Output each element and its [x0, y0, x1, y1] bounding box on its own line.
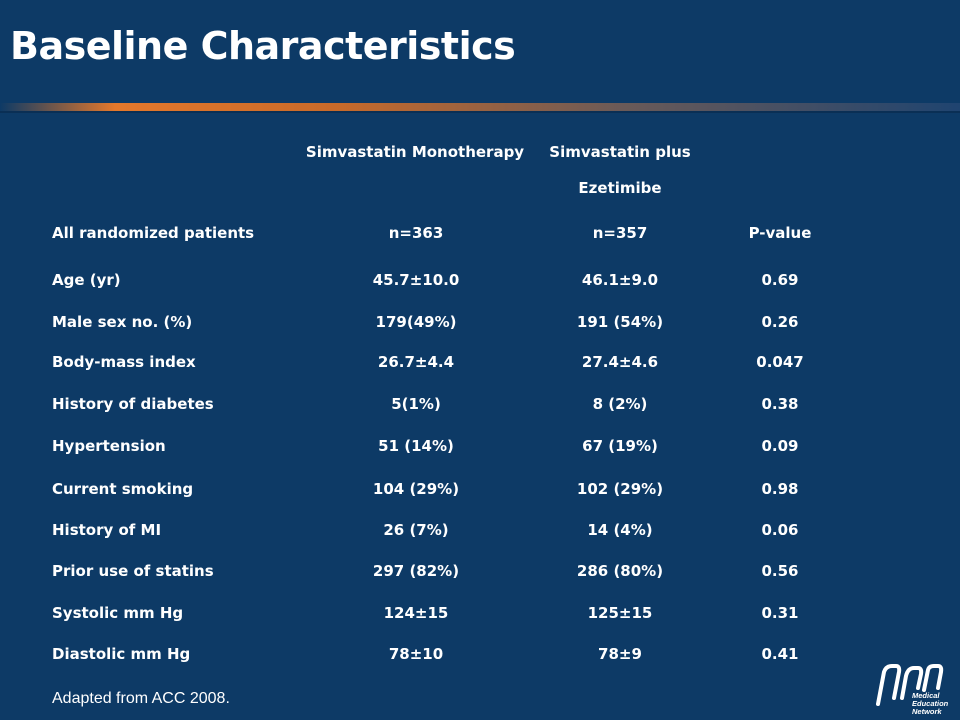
column-header-simvastatin-ezetimibe-line1: Simvastatin plus	[549, 143, 691, 161]
table-cell-monotherapy: 179(49%)	[375, 313, 457, 331]
table-cell-monotherapy: 51 (14%)	[378, 437, 454, 455]
table-cell-combination: 191 (54%)	[576, 313, 664, 331]
title-underline-rule	[0, 103, 960, 113]
table-cell-combination: 27.4±4.6	[581, 353, 659, 371]
table-cell-monotherapy: 124±15	[383, 604, 449, 622]
table-cell-p-value: 0.26	[761, 313, 799, 331]
table-row-label: Diastolic mm Hg	[52, 645, 191, 663]
table-cell-combination: 46.1±9.0	[581, 271, 659, 289]
table-cell-p-value: 0.56	[761, 562, 799, 580]
table-cell-p-value: 0.09	[761, 437, 799, 455]
table-cell-p-value: 0.41	[761, 645, 799, 663]
table-cell-combination: 286 (80%)	[576, 562, 664, 580]
cell-n-combination: n=357	[592, 224, 648, 242]
table-row-label: Age (yr)	[52, 271, 121, 289]
table-cell-monotherapy: 26 (7%)	[383, 521, 449, 539]
table-cell-p-value: 0.38	[761, 395, 799, 413]
table-cell-monotherapy: 45.7±10.0	[372, 271, 460, 289]
cell-n-monotherapy: n=363	[388, 224, 444, 242]
table-cell-combination: 14 (4%)	[587, 521, 653, 539]
table-cell-p-value: 0.06	[761, 521, 799, 539]
row-label-all-randomized: All randomized patients	[52, 224, 255, 242]
table-cell-combination: 125±15	[587, 604, 653, 622]
table-cell-combination: 67 (19%)	[582, 437, 658, 455]
table-cell-p-value: 0.69	[761, 271, 799, 289]
table-row-label: Body-mass index	[52, 353, 196, 371]
table-cell-combination: 8 (2%)	[592, 395, 648, 413]
table-cell-monotherapy: 297 (82%)	[372, 562, 460, 580]
table-cell-combination: 78±9	[598, 645, 642, 663]
slide-title: Baseline Characteristics	[10, 24, 516, 68]
table-row-label: Systolic mm Hg	[52, 604, 184, 622]
column-header-simvastatin-ezetimibe-line2: Ezetimibe	[578, 179, 662, 197]
table-cell-monotherapy: 78±10	[388, 645, 444, 663]
medical-education-network-logo-icon: Medical Education Network	[876, 664, 949, 716]
table-row-label: Current smoking	[52, 480, 194, 498]
table-cell-p-value: 0.98	[761, 480, 799, 498]
table-cell-monotherapy: 104 (29%)	[372, 480, 460, 498]
table-cell-combination: 102 (29%)	[576, 480, 664, 498]
table-row-label: History of diabetes	[52, 395, 214, 413]
svg-text:Education: Education	[912, 699, 949, 708]
table-row-label: History of MI	[52, 521, 162, 539]
svg-text:Network: Network	[912, 707, 942, 716]
table-row-label: Male sex no. (%)	[52, 313, 193, 331]
column-header-simvastatin-monotherapy: Simvastatin Monotherapy	[305, 143, 525, 161]
table-row-label: Prior use of statins	[52, 562, 214, 580]
source-footnote: Adapted from ACC 2008.	[52, 690, 230, 707]
table-cell-monotherapy: 26.7±4.4	[377, 353, 455, 371]
table-cell-p-value: 0.31	[761, 604, 799, 622]
svg-text:Medical: Medical	[912, 691, 940, 700]
table-cell-p-value: 0.047	[756, 353, 804, 371]
table-cell-monotherapy: 5(1%)	[391, 395, 441, 413]
column-header-p-value: P-value	[748, 224, 812, 242]
table-row-label: Hypertension	[52, 437, 166, 455]
